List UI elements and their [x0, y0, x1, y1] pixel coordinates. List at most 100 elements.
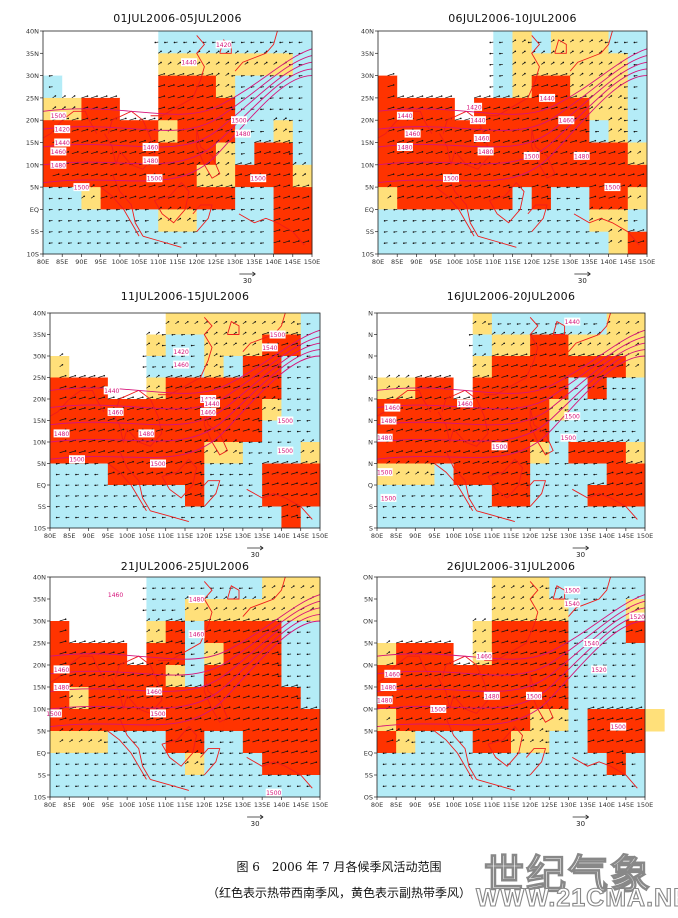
contour-label: 1460 [143, 144, 158, 151]
wind-arrow [491, 353, 498, 357]
wind-arrow [206, 118, 213, 121]
wind-arrow-head [296, 409, 299, 411]
wind-arrow-head [622, 398, 624, 401]
wind-arrow [539, 418, 546, 421]
wind-arrow-head [201, 84, 204, 86]
wind-arrow-head [86, 106, 89, 109]
monsoon-cell-missing [453, 377, 474, 400]
coastline [527, 204, 548, 232]
wind-arrow-head [161, 640, 163, 642]
wind-arrow-head [431, 95, 433, 97]
wind-arrow-head [426, 460, 429, 463]
wind-arrow [510, 386, 518, 389]
wind-arrow-head [439, 407, 442, 409]
wind-arrow-head [142, 609, 145, 612]
wind-arrow-head [267, 482, 269, 484]
wind-arrow-head [148, 618, 151, 620]
wind-arrow-head [623, 151, 625, 153]
wind-arrow-head [411, 506, 414, 508]
monsoon-cell-none [397, 231, 417, 255]
wind-arrow-head [296, 420, 299, 422]
wind-arrow [397, 140, 404, 143]
wind-arrow-head [392, 117, 395, 120]
wind-arrow-head [134, 151, 137, 153]
wind-arrow-head [469, 139, 472, 142]
wind-arrow-head [574, 516, 576, 519]
wind-arrow-head [288, 184, 290, 187]
wind-arrow-head [190, 506, 193, 508]
wind-arrow-head [215, 353, 218, 355]
wind-arrow-head [631, 430, 634, 433]
wind-arrow [550, 73, 558, 76]
wind-arrow-head [248, 618, 250, 620]
wind-arrow-head [77, 151, 79, 153]
wind-arrow [88, 450, 95, 454]
wind-arrow [136, 450, 143, 454]
wind-arrow [483, 196, 490, 199]
wind-arrow [587, 482, 594, 486]
wind-arrow-head [608, 342, 611, 345]
wind-arrow-head [257, 428, 260, 431]
wind-arrow-head [246, 50, 249, 53]
wind-arrow-head [240, 86, 243, 88]
wind-arrow-head [639, 150, 641, 153]
wind-arrow-head [192, 151, 194, 153]
wind-arrow-head [160, 50, 162, 53]
wind-arrow-head [96, 208, 99, 211]
wind-arrow-head [450, 139, 453, 142]
wind-arrow-head [144, 184, 146, 187]
lon-tick-label: 80E [44, 532, 56, 540]
wind-arrow-head [68, 197, 70, 200]
wind-arrow-head [116, 208, 118, 211]
wind-arrow-head [503, 331, 506, 334]
wind-arrow-head [440, 495, 442, 497]
wind-arrow [482, 396, 489, 400]
wind-arrow-head [592, 439, 595, 441]
wind-arrow-head [293, 320, 295, 323]
wind-arrow-head [499, 75, 501, 77]
wind-arrow-head [64, 629, 67, 631]
wind-arrow-head [65, 506, 68, 508]
wind-arrow-head [306, 377, 309, 379]
wind-arrow [387, 106, 394, 110]
wind-arrow [501, 450, 508, 454]
lon-tick-label: 145E [292, 532, 309, 540]
lat-tick-label: 10S [362, 251, 374, 259]
wind-arrow-head [228, 396, 231, 398]
wind-arrow-head [125, 242, 128, 244]
wind-arrow-head [583, 323, 586, 325]
wind-arrow [520, 396, 527, 400]
wind-arrow [425, 95, 433, 99]
monsoon-cell-none [254, 120, 275, 143]
wind-arrow [512, 151, 519, 154]
wind-arrow-head [526, 323, 528, 325]
wind-arrow [443, 407, 451, 411]
wind-arrow-head [219, 374, 221, 377]
monsoon-cell-none [549, 506, 569, 529]
wind-arrow-head [458, 396, 461, 398]
wind-arrow [292, 218, 299, 221]
wind-arrow-head [591, 83, 593, 86]
wind-arrow-head [507, 516, 509, 519]
wind-arrow [510, 450, 518, 454]
wind-arrow-head [608, 331, 611, 334]
wind-arrow-head [65, 516, 68, 519]
wind-arrow-head [431, 208, 434, 211]
wind-arrow-head [564, 495, 567, 497]
monsoon-cell-none [127, 506, 147, 529]
lon-tick-label: 135E [254, 532, 271, 540]
wind-arrow-head [250, 231, 253, 233]
wind-arrow [472, 461, 479, 464]
wind-arrow-head [153, 184, 156, 187]
wind-arrow [225, 196, 232, 199]
wind-arrow [69, 429, 76, 432]
lon-tick-label: 140E [273, 532, 290, 540]
geopotential-contour [49, 349, 321, 443]
monsoon-cell-none [627, 120, 648, 143]
wind-arrow-head [199, 417, 202, 420]
wind-arrow [491, 461, 498, 464]
wind-arrow [187, 162, 194, 166]
wind-arrow-head [566, 231, 568, 233]
wind-arrow-head [240, 41, 243, 44]
wind-arrow [69, 640, 76, 644]
